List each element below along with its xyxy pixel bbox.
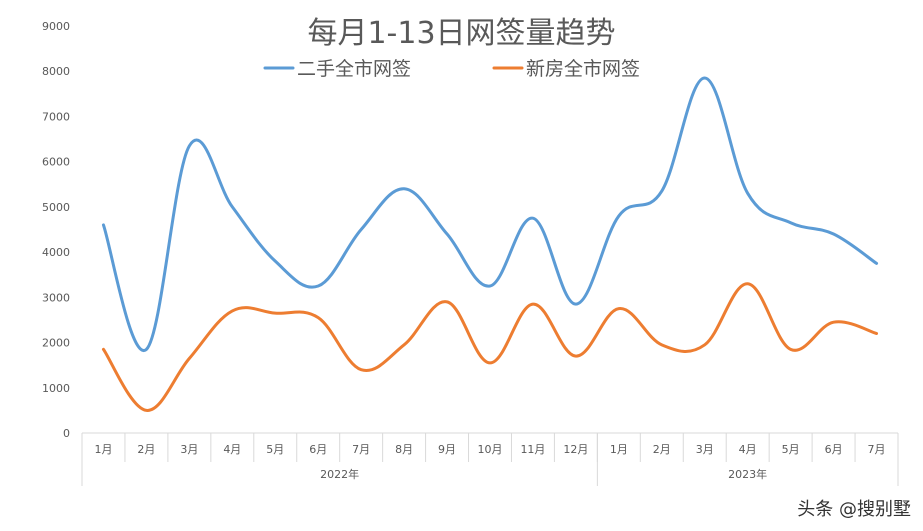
legend-label: 新房全市网签 (526, 58, 640, 80)
series-layer (101, 76, 879, 412)
x-tick-label: 1月 (610, 443, 628, 456)
x-tick-label: 7月 (868, 443, 886, 456)
x-tick-label: 6月 (309, 443, 327, 456)
x-tick-label: 8月 (395, 443, 413, 456)
x-tick-label: 10月 (478, 443, 503, 456)
x-tick-label: 2月 (653, 443, 671, 456)
x-tick-label: 3月 (180, 443, 198, 456)
x-tick-label: 4月 (223, 443, 241, 456)
y-tick-label: 0 (63, 427, 70, 440)
y-tick-label: 8000 (42, 65, 70, 78)
series-line-2 (101, 282, 879, 412)
x-tick-label: 9月 (438, 443, 456, 456)
y-tick-label: 5000 (42, 201, 70, 214)
x-axis: 1月 2月 3月 4月 5月 6月 7月 8月 9月 10月 11月 12月 1月 2月 3月 4月 5月 6月 7… (81, 432, 899, 486)
y-tick-label: 6000 (42, 156, 70, 169)
chart-title: 每月1-13日网签量趋势 (307, 16, 616, 51)
x-tick-label: 5月 (782, 443, 800, 456)
x-tick-label: 1月 (94, 443, 112, 456)
series-line-1 (101, 76, 879, 352)
x-tick-label: 12月 (563, 443, 588, 456)
x-group-label: 2022年 (320, 467, 359, 481)
x-group-label: 2023年 (728, 467, 767, 481)
y-tick-label: 7000 (42, 110, 70, 123)
y-tick-label: 4000 (42, 246, 70, 259)
y-tick-label: 9000 (42, 20, 70, 33)
y-tick-label: 1000 (42, 382, 70, 395)
x-tick-label: 6月 (825, 443, 843, 456)
legend: 二手全市网签 新房全市网签 (263, 58, 640, 80)
x-tick-label: 4月 (739, 443, 757, 456)
x-tick-label: 11月 (520, 443, 545, 456)
legend-label: 二手全市网签 (297, 58, 411, 80)
watermark: 头条 @搜别墅 (797, 499, 911, 520)
x-tick-label: 5月 (266, 443, 284, 456)
x-tick-label: 7月 (352, 443, 370, 456)
y-tick-label: 2000 (42, 337, 70, 350)
y-tick-label: 3000 (42, 291, 70, 304)
x-tick-label: 2月 (137, 443, 155, 456)
y-axis: 0 1000 2000 3000 4000 5000 6000 7000 8000 9000 (42, 20, 70, 440)
x-tick-label: 3月 (696, 443, 714, 456)
